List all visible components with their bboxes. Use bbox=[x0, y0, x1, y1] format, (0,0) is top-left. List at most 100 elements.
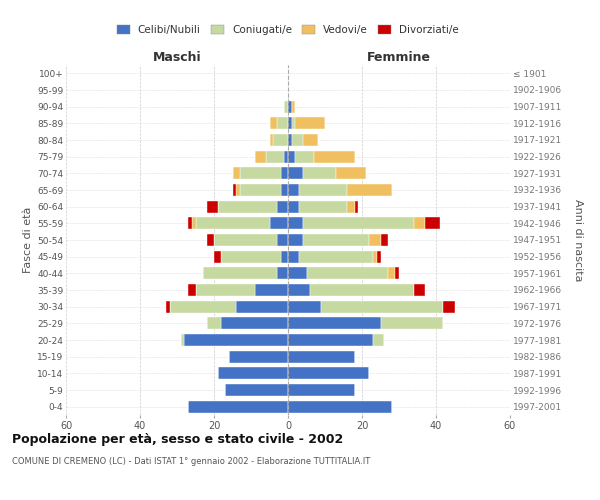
Bar bbox=[277, 200, 288, 212]
Bar bbox=[288, 234, 303, 246]
Bar bbox=[322, 300, 443, 312]
Y-axis label: Fasce di età: Fasce di età bbox=[23, 207, 33, 273]
Bar bbox=[236, 184, 240, 196]
Bar bbox=[269, 118, 277, 130]
Bar bbox=[303, 168, 336, 179]
Bar bbox=[414, 284, 425, 296]
Bar bbox=[288, 300, 322, 312]
Bar bbox=[254, 284, 288, 296]
Bar bbox=[370, 234, 380, 246]
Bar bbox=[288, 350, 355, 362]
Legend: Celibi/Nubili, Coniugati/e, Vedovi/e, Divorziati/e: Celibi/Nubili, Coniugati/e, Vedovi/e, Di… bbox=[117, 24, 459, 35]
Bar bbox=[288, 384, 355, 396]
Bar bbox=[281, 168, 288, 179]
Bar bbox=[206, 318, 221, 330]
Bar bbox=[288, 334, 373, 346]
Bar bbox=[414, 218, 425, 230]
Bar bbox=[218, 368, 288, 380]
Bar bbox=[288, 284, 310, 296]
Bar bbox=[295, 150, 314, 162]
Bar bbox=[377, 250, 380, 262]
Bar bbox=[303, 234, 370, 246]
Bar bbox=[269, 134, 273, 146]
Bar bbox=[388, 268, 395, 280]
Bar bbox=[269, 218, 288, 230]
Bar bbox=[188, 400, 288, 412]
Bar bbox=[284, 100, 288, 112]
Bar bbox=[188, 218, 192, 230]
Bar bbox=[303, 134, 317, 146]
Bar bbox=[288, 168, 303, 179]
Bar bbox=[288, 218, 303, 230]
Bar bbox=[232, 168, 240, 179]
Bar bbox=[288, 400, 392, 412]
Bar bbox=[192, 218, 196, 230]
Bar bbox=[373, 250, 377, 262]
Bar bbox=[273, 134, 288, 146]
Bar bbox=[303, 218, 414, 230]
Bar bbox=[214, 250, 221, 262]
Bar bbox=[380, 318, 443, 330]
Bar bbox=[292, 100, 295, 112]
Bar bbox=[277, 118, 288, 130]
Bar bbox=[288, 268, 307, 280]
Bar bbox=[288, 184, 299, 196]
Bar bbox=[288, 200, 299, 212]
Bar bbox=[292, 134, 303, 146]
Bar bbox=[218, 200, 277, 212]
Bar bbox=[288, 150, 295, 162]
Bar bbox=[203, 268, 277, 280]
Text: COMUNE DI CREMENO (LC) - Dati ISTAT 1° gennaio 2002 - Elaborazione TUTTITALIA.IT: COMUNE DI CREMENO (LC) - Dati ISTAT 1° g… bbox=[12, 458, 370, 466]
Bar bbox=[221, 250, 281, 262]
Bar bbox=[196, 218, 269, 230]
Bar bbox=[355, 200, 358, 212]
Bar bbox=[314, 150, 355, 162]
Bar bbox=[425, 218, 440, 230]
Bar bbox=[307, 268, 388, 280]
Text: Femmine: Femmine bbox=[367, 51, 431, 64]
Bar bbox=[347, 200, 355, 212]
Bar bbox=[299, 200, 347, 212]
Text: Maschi: Maschi bbox=[152, 51, 202, 64]
Y-axis label: Anni di nascita: Anni di nascita bbox=[573, 198, 583, 281]
Bar bbox=[288, 134, 292, 146]
Bar bbox=[299, 250, 373, 262]
Bar bbox=[170, 300, 236, 312]
Bar bbox=[284, 150, 288, 162]
Bar bbox=[266, 150, 284, 162]
Bar bbox=[277, 234, 288, 246]
Bar bbox=[221, 318, 288, 330]
Bar bbox=[395, 268, 399, 280]
Bar bbox=[295, 118, 325, 130]
Bar bbox=[288, 368, 370, 380]
Bar bbox=[299, 184, 347, 196]
Bar bbox=[380, 234, 388, 246]
Bar bbox=[166, 300, 170, 312]
Bar bbox=[188, 284, 196, 296]
Bar bbox=[206, 234, 214, 246]
Bar bbox=[277, 268, 288, 280]
Bar bbox=[206, 200, 218, 212]
Bar bbox=[233, 184, 236, 196]
Bar bbox=[288, 118, 292, 130]
Text: Popolazione per età, sesso e stato civile - 2002: Popolazione per età, sesso e stato civil… bbox=[12, 432, 343, 446]
Bar bbox=[292, 118, 295, 130]
Bar bbox=[236, 300, 288, 312]
Bar bbox=[196, 284, 254, 296]
Bar bbox=[373, 334, 384, 346]
Bar bbox=[240, 184, 281, 196]
Bar bbox=[310, 284, 414, 296]
Bar bbox=[181, 334, 184, 346]
Bar bbox=[255, 150, 266, 162]
Bar bbox=[347, 184, 392, 196]
Bar bbox=[288, 318, 380, 330]
Bar bbox=[288, 250, 299, 262]
Bar bbox=[225, 384, 288, 396]
Bar bbox=[214, 234, 277, 246]
Bar bbox=[288, 100, 292, 112]
Bar bbox=[281, 250, 288, 262]
Bar bbox=[240, 168, 281, 179]
Bar bbox=[443, 300, 455, 312]
Bar bbox=[184, 334, 288, 346]
Bar bbox=[336, 168, 366, 179]
